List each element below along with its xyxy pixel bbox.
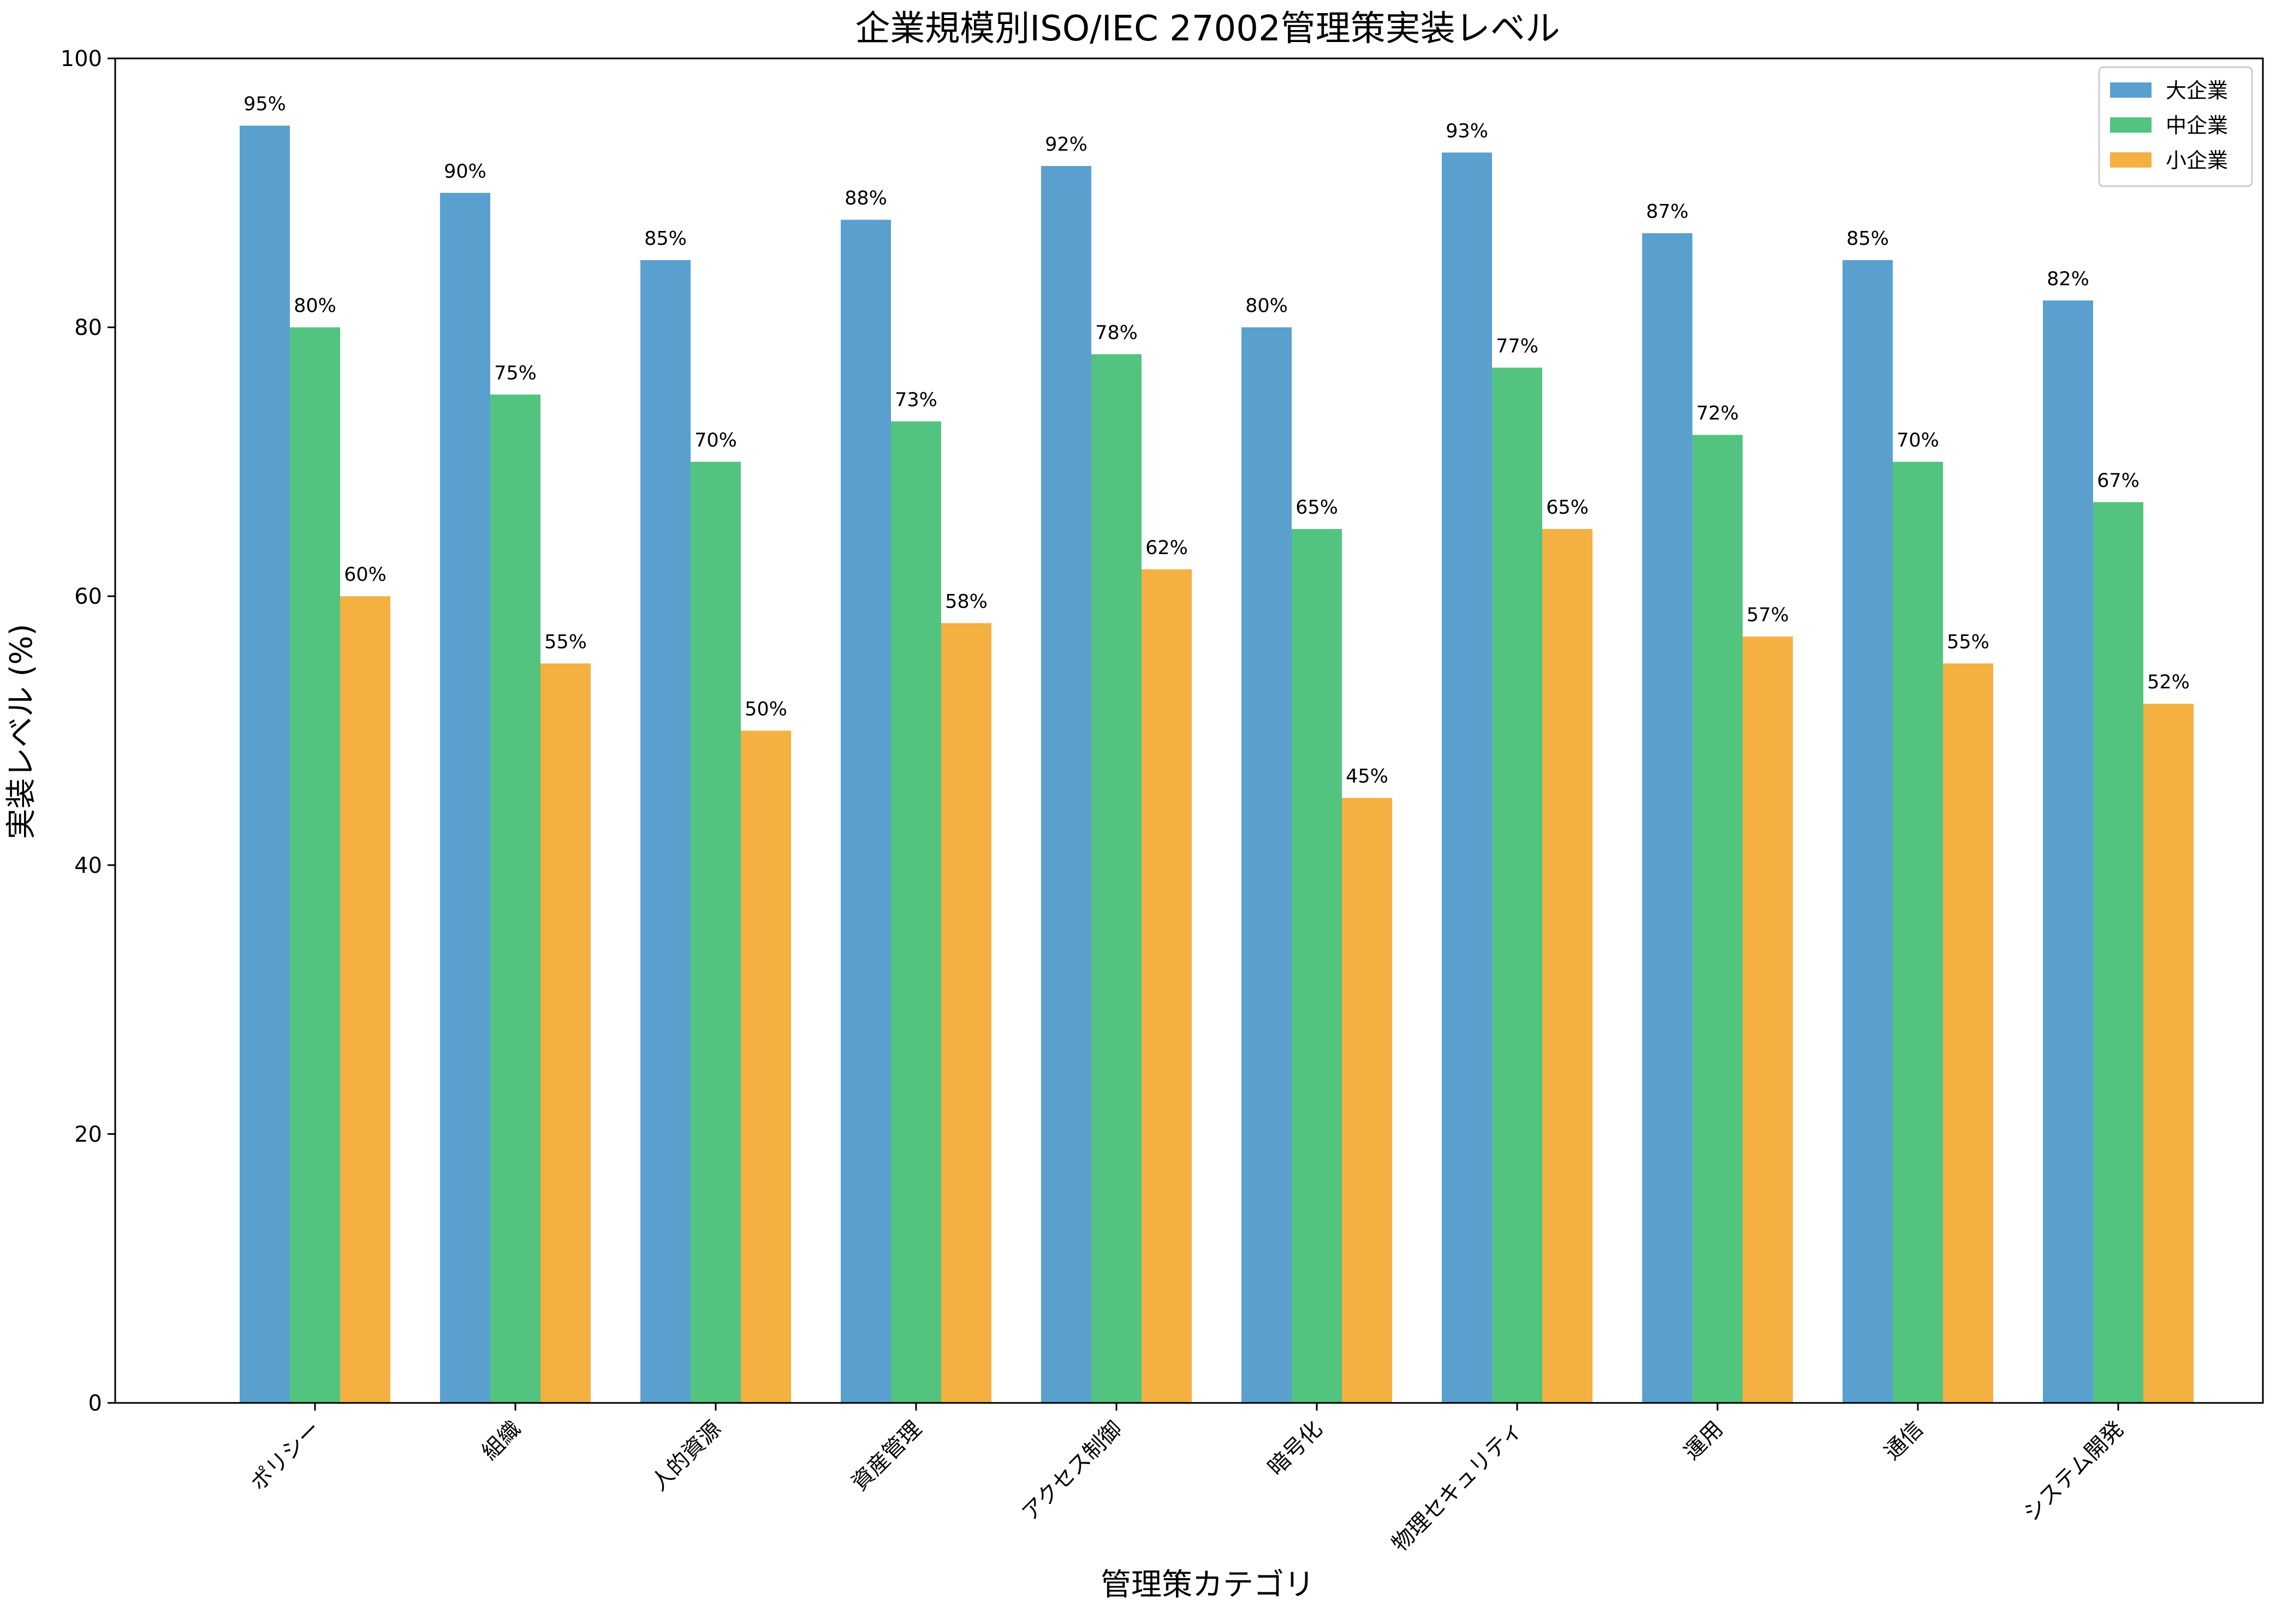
y-tick-label-5: 80 [74, 316, 102, 341]
value-label-3-5: 62% [1145, 537, 1188, 559]
value-label-2-6: 65% [1296, 497, 1338, 519]
value-label-1-7: 93% [1446, 120, 1488, 142]
value-label-3-6: 45% [1346, 766, 1388, 788]
bar-3-4 [941, 623, 991, 1403]
bar-1-1 [240, 126, 290, 1403]
bar-3-1 [340, 596, 390, 1403]
bar-2-3 [691, 461, 741, 1403]
y-tick-label-3: 40 [74, 853, 102, 878]
value-label-2-9: 70% [1897, 430, 1939, 451]
value-label-3-4: 58% [945, 591, 988, 612]
value-label-3-1: 60% [344, 564, 387, 586]
value-label-3-8: 57% [1746, 604, 1789, 626]
bar-1-5 [1041, 166, 1091, 1403]
bar-3-2 [540, 663, 591, 1403]
value-label-1-5: 92% [1045, 134, 1088, 156]
value-label-3-7: 65% [1546, 497, 1589, 519]
value-label-1-9: 85% [1846, 228, 1889, 249]
bar-2-10 [2093, 502, 2143, 1403]
value-label-1-1: 95% [243, 93, 286, 115]
value-label-1-3: 85% [644, 228, 687, 249]
chart-title: 企業規模別ISO/IEC 27002管理策実装レベル [855, 9, 1560, 49]
bar-1-10 [2043, 300, 2093, 1403]
bar-2-4 [891, 421, 941, 1403]
bar-2-2 [490, 394, 540, 1403]
bar-3-6 [1342, 798, 1392, 1403]
value-label-1-6: 80% [1245, 295, 1288, 317]
bar-1-4 [841, 219, 891, 1403]
bar-2-1 [290, 327, 340, 1403]
value-label-2-7: 77% [1496, 335, 1538, 357]
value-label-2-4: 73% [895, 389, 937, 411]
bar-1-7 [1442, 152, 1492, 1403]
value-label-2-2: 75% [494, 362, 537, 384]
y-tick-label-6: 100 [61, 46, 102, 72]
legend-swatch-3 [2110, 152, 2152, 168]
value-label-2-3: 70% [694, 430, 737, 451]
value-label-3-2: 55% [544, 631, 587, 653]
value-label-1-10: 82% [2047, 268, 2089, 290]
bar-2-5 [1091, 354, 1142, 1403]
y-tick-label-4: 60 [74, 584, 102, 609]
bar-1-2 [440, 193, 490, 1403]
value-label-2-1: 80% [294, 295, 336, 317]
value-label-1-8: 87% [1646, 201, 1689, 223]
y-axis-label: 実装レベル (%) [4, 624, 39, 840]
bar-1-9 [1843, 260, 1893, 1403]
bar-3-7 [1542, 529, 1592, 1403]
value-label-1-4: 88% [845, 188, 887, 210]
bar-3-3 [741, 730, 791, 1403]
value-label-3-3: 50% [745, 699, 787, 721]
bar-3-9 [1943, 663, 1993, 1403]
legend-label-3: 小企業 [2166, 148, 2228, 172]
plot-area: 95% 90% 85% 88% 92% 80% 93% 87% 85% 82% 80% 75% 70% 7… [61, 46, 2264, 1557]
bar-2-9 [1893, 461, 1943, 1403]
x-axis-label: 管理策カテゴリ [1101, 1567, 1315, 1603]
value-label-1-2: 90% [444, 160, 486, 182]
value-label-2-5: 78% [1095, 322, 1138, 344]
bar-2-7 [1492, 367, 1542, 1403]
bar-3-5 [1142, 569, 1192, 1403]
legend-label-2: 中企業 [2166, 114, 2228, 138]
y-tick-label-2: 20 [74, 1122, 102, 1147]
plot-frame [114, 57, 2264, 1404]
bar-3-10 [2143, 704, 2194, 1403]
value-label-2-10: 67% [2097, 470, 2140, 492]
bar-2-8 [1692, 435, 1743, 1403]
value-label-3-10: 52% [2147, 671, 2190, 693]
bar-3-8 [1743, 636, 1793, 1403]
legend-swatch-1 [2110, 82, 2152, 98]
legend-label-1: 大企業 [2166, 79, 2228, 103]
legend-swatch-2 [2110, 117, 2152, 133]
value-label-3-9: 55% [1947, 631, 1989, 653]
bar-1-3 [640, 260, 691, 1403]
bar-1-8 [1642, 233, 1692, 1403]
bar-2-6 [1292, 529, 1342, 1403]
value-label-2-8: 72% [1696, 403, 1739, 425]
y-tick-label-1: 0 [88, 1391, 102, 1416]
bar-1-6 [1241, 327, 1292, 1403]
